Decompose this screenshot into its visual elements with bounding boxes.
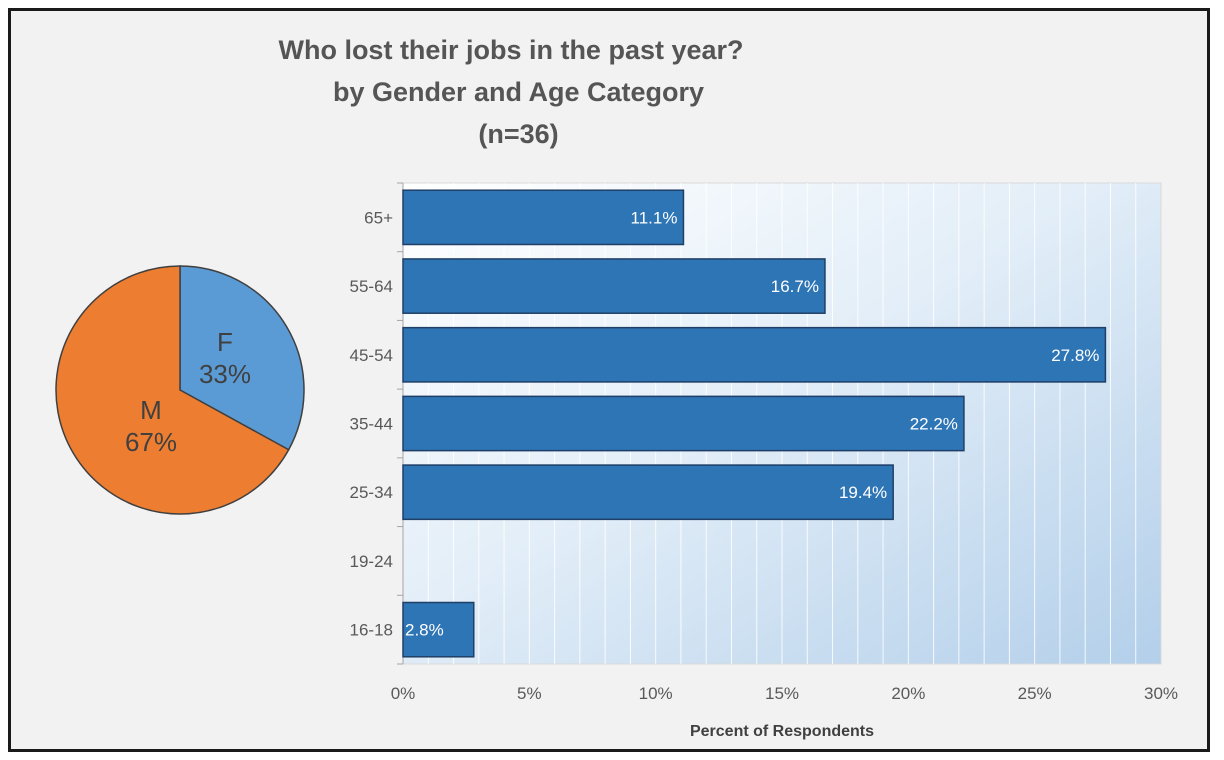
bar-25-34 [402,464,894,521]
y-tick-label: 65+ [364,208,393,227]
x-tick-label: 5% [517,684,542,703]
y-tick-label: 55-64 [350,277,393,296]
chart-title: Who lost their jobs in the past year? by… [11,29,1201,155]
x-tick-label: 20% [891,684,925,703]
data-label-65+: 11.1% [631,208,678,227]
pie-label-m: M [140,395,162,425]
data-label-55-64: 16.7% [771,277,819,296]
bar-16-18 [402,601,475,658]
pie-percent-m: 67% [125,427,177,457]
pie-percent-f: 33% [199,359,251,389]
y-tick-label: 45-54 [350,346,393,365]
y-tick-label: 16-18 [350,621,393,640]
x-tick-label: 0% [391,684,416,703]
gender-pie-chart: F33% M67% [55,265,305,515]
age-bar-chart: 65+ 11.1% 55-64 16.7% 45-54 27.8% 35-44 22.2% 25… [350,182,1178,740]
y-tick-label: 19-24 [350,552,393,571]
data-label-25-34: 19.4% [839,483,887,502]
x-tick-label: 30% [1144,684,1178,703]
data-label-16-18: 2.8% [405,621,444,640]
y-tick-label: 35-44 [350,415,393,434]
pie-slice-m [55,265,290,515]
x-tick-label: 15% [765,684,799,703]
data-label-35-44: 22.2% [910,415,958,434]
bar-35-44 [402,395,965,452]
x-axis-title: Percent of Respondents [690,723,874,740]
pie-slice-f [179,265,305,451]
chart-title-line-1: Who lost their jobs in the past year? [278,35,744,65]
data-label-45-54: 27.8% [1051,346,1099,365]
y-tick-label: 25-34 [350,483,393,502]
x-tick-label: 10% [639,684,673,703]
chart-frame: Who lost their jobs in the past year? by… [8,8,1210,752]
pie-label-f: F [217,327,233,357]
bar-55-64 [402,258,826,314]
chart-title-line-2: by Gender and Age Category [332,77,705,107]
chart-title-line-3: (n=36) [478,119,559,149]
bar-65+ [402,189,685,246]
bar-45-54 [402,326,1107,383]
chart-canvas: F33% M67% 65+ 11.1% 55-64 16.7% 45-54 27.8% 35-… [55,182,1178,740]
x-tick-label: 25% [1018,684,1052,703]
